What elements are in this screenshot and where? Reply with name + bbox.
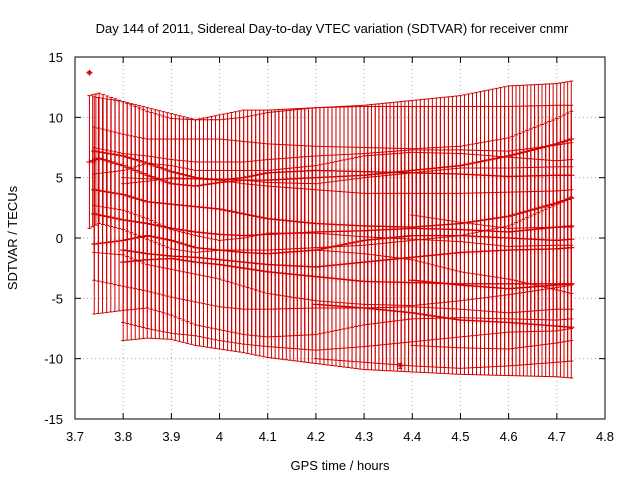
x-tick-label: 4 <box>216 429 223 444</box>
y-tick-label: -5 <box>51 291 63 306</box>
y-tick-label: 0 <box>56 231 63 246</box>
x-axis-label: GPS time / hours <box>291 458 390 473</box>
axis-ticks: 3.7 3.8 3.9 4 4.1 4.2 4.3 4.4 4.5 4.6 4.7 4.8 15 10 5 0… <box>44 50 614 444</box>
x-tick-label: 4.4 <box>403 429 421 444</box>
series-outlier-low <box>397 362 404 369</box>
y-tick-label: -10 <box>44 352 63 367</box>
x-tick-label: 3.7 <box>66 429 84 444</box>
x-tick-label: 4.3 <box>355 429 373 444</box>
x-tick-label: 4.1 <box>259 429 277 444</box>
y-tick-label: 15 <box>49 50 63 65</box>
x-tick-label: 3.8 <box>114 429 132 444</box>
series-sat-9 <box>409 214 575 350</box>
y-axis-label: SDTVAR / TECUs <box>5 185 20 290</box>
data-series <box>86 69 575 379</box>
x-tick-label: 4.5 <box>451 429 469 444</box>
chart-title: Day 144 of 2011, Sidereal Day-to-day VTE… <box>96 21 569 36</box>
y-tick-label: 10 <box>49 110 63 125</box>
series-outlier-high <box>86 69 93 76</box>
x-tick-label: 3.9 <box>162 429 180 444</box>
x-tick-label: 4.8 <box>596 429 614 444</box>
x-tick-label: 4.6 <box>500 429 518 444</box>
x-tick-label: 4.2 <box>307 429 325 444</box>
y-tick-label: 5 <box>56 171 63 186</box>
x-tick-label: 4.7 <box>548 429 566 444</box>
y-tick-label: -15 <box>44 412 63 427</box>
